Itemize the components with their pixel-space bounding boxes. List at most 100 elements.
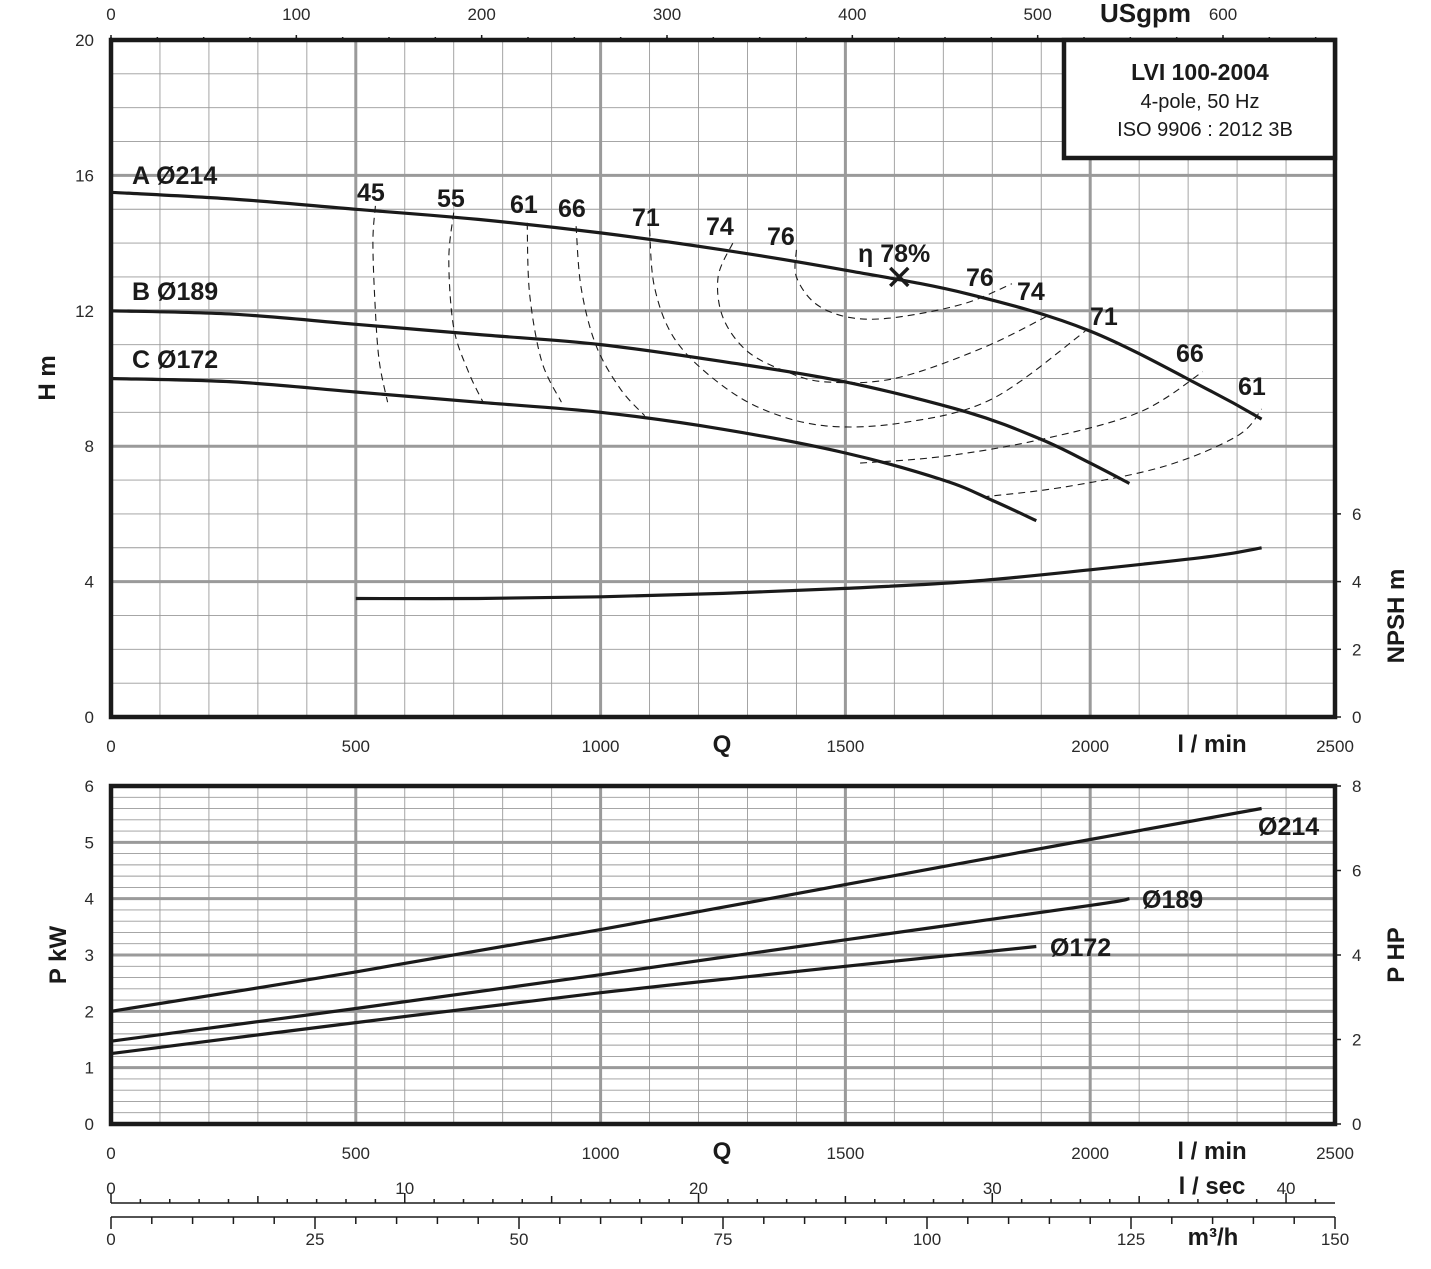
head-curve-label: A Ø214 [132, 162, 217, 190]
usgpm-tick-label: 500 [1023, 5, 1051, 24]
efficiency-label: 74 [1017, 278, 1045, 306]
head-curve [110, 190, 1263, 421]
usgpm-tick-label: 100 [282, 5, 310, 24]
efficiency-label: 71 [632, 204, 660, 232]
power-hp-tick-label: 0 [1352, 1115, 1361, 1134]
head-tick-label: 20 [75, 31, 94, 50]
x-tick-label: 0 [106, 737, 115, 756]
power-kw-tick-label: 0 [85, 1115, 94, 1134]
power-hp-tick-label: 2 [1352, 1031, 1361, 1050]
x-axis-unit-m3h: m³/h [1188, 1224, 1239, 1251]
head-tick-label: 4 [85, 573, 94, 592]
power-kw-tick-label: 1 [85, 1059, 94, 1078]
x-tick-label: 500 [342, 737, 370, 756]
efficiency-label: 71 [1090, 303, 1118, 331]
x-tick-label: 0 [106, 1144, 115, 1163]
y-axis-title-head: H m [34, 355, 61, 400]
efficiency-contour [575, 226, 646, 417]
y-axis-title-power: P kW [45, 926, 72, 985]
power-curve-label: Ø214 [1258, 813, 1319, 841]
efficiency-label: 61 [510, 191, 538, 219]
power-curve-label: Ø172 [1050, 934, 1111, 962]
lsec-tick-label: 0 [106, 1179, 115, 1198]
head-curve-label: C Ø172 [132, 346, 218, 374]
efficiency-contour [372, 205, 389, 403]
chart-subtitle-pole: 4-pole, 50 Hz [1141, 91, 1260, 113]
npsh-tick-label: 6 [1352, 505, 1361, 524]
npsh-tick-label: 0 [1352, 708, 1361, 727]
efficiency-label: 76 [767, 223, 795, 251]
usgpm-tick-label: 0 [106, 5, 115, 24]
head-curve-label: B Ø189 [132, 278, 218, 306]
efficiency-contour [448, 212, 484, 403]
efficiency-label: 66 [558, 195, 586, 223]
m3h-tick-label: 0 [106, 1230, 115, 1249]
efficiency-label: 74 [706, 213, 734, 241]
power-chart-grid [111, 786, 1335, 1124]
x-axis-unit-bottom: l / min [1177, 1138, 1246, 1165]
head-tick-label: 12 [75, 302, 94, 321]
x-tick-label: 1500 [826, 1144, 864, 1163]
head-chart-grid [111, 40, 1335, 717]
y2-axis-title-npsh: NPSH m [1383, 569, 1410, 664]
head-tick-label: 8 [85, 437, 94, 456]
efficiency-contour [649, 229, 1086, 428]
efficiency-contour [794, 249, 1013, 320]
chart-subtitle-standard: ISO 9906 : 2012 3B [1117, 119, 1293, 141]
best-efficiency-point-marker [889, 266, 910, 288]
efficiency-contour [526, 222, 562, 403]
power-curve [110, 944, 1037, 1056]
efficiency-contour [982, 408, 1263, 498]
curve-labels: A Ø214 B Ø189 C Ø172 45 55 61 66 71 74 76 76 74 71 66… [132, 162, 1319, 962]
best-efficiency-label: η 78% [858, 240, 930, 268]
x-tick-label: 2500 [1316, 737, 1354, 756]
power-kw-tick-label: 2 [85, 1002, 94, 1021]
top-axis-title: USgpm [1100, 0, 1191, 28]
m3h-tick-label: 125 [1117, 1230, 1145, 1249]
x-tick-label: 1000 [582, 737, 620, 756]
npsh-tick-label: 4 [1352, 573, 1361, 592]
power-kw-tick-label: 5 [85, 833, 94, 852]
npsh-tick-label: 2 [1352, 640, 1361, 659]
power-curve [110, 897, 1130, 1043]
x-axis-unit-lsec: l / sec [1179, 1173, 1246, 1200]
title-box: LVI 100-2004 4-pole, 50 Hz ISO 9906 : 20… [1061, 37, 1338, 161]
x-axis-unit-top: l / min [1177, 731, 1246, 758]
power-hp-tick-label: 4 [1352, 946, 1361, 965]
chart-title: LVI 100-2004 [1131, 59, 1269, 85]
x-axis-title-q-top: Q [713, 731, 732, 758]
power-kw-tick-label: 3 [85, 946, 94, 965]
lsec-tick-label: 20 [689, 1179, 708, 1198]
efficiency-label: 76 [966, 264, 994, 292]
npsh-curve [355, 546, 1262, 601]
efficiency-label: 45 [357, 179, 385, 207]
usgpm-tick-label: 300 [653, 5, 681, 24]
usgpm-tick-label: 200 [467, 5, 495, 24]
head-tick-label: 0 [85, 708, 94, 727]
y2-axis-title-hp: P HP [1383, 927, 1410, 983]
power-hp-tick-label: 6 [1352, 862, 1361, 881]
x-tick-label: 2000 [1071, 737, 1109, 756]
head-tick-label: 16 [75, 166, 94, 185]
x-tick-label: 2500 [1316, 1144, 1354, 1163]
m3h-tick-label: 150 [1321, 1230, 1349, 1249]
lsec-tick-label: 10 [395, 1179, 414, 1198]
x-tick-label: 2000 [1071, 1144, 1109, 1163]
x-tick-label: 500 [342, 1144, 370, 1163]
efficiency-label: 61 [1238, 373, 1266, 401]
efficiency-label: 55 [437, 185, 465, 213]
usgpm-tick-label: 600 [1209, 5, 1237, 24]
usgpm-tick-label: 400 [838, 5, 866, 24]
lsec-tick-label: 40 [1277, 1179, 1296, 1198]
conversion-axis-ticks: 0 10 20 30 40 0 25 50 75 100 125 150 [106, 1179, 1349, 1249]
power-kw-tick-label: 4 [85, 890, 94, 909]
x-tick-label: 1500 [826, 737, 864, 756]
lsec-tick-label: 30 [983, 1179, 1002, 1198]
head-curve [110, 309, 1131, 485]
power-curve [110, 806, 1262, 1013]
m3h-tick-label: 100 [913, 1230, 941, 1249]
m3h-tick-label: 25 [306, 1230, 325, 1249]
efficiency-contours [372, 205, 1263, 498]
